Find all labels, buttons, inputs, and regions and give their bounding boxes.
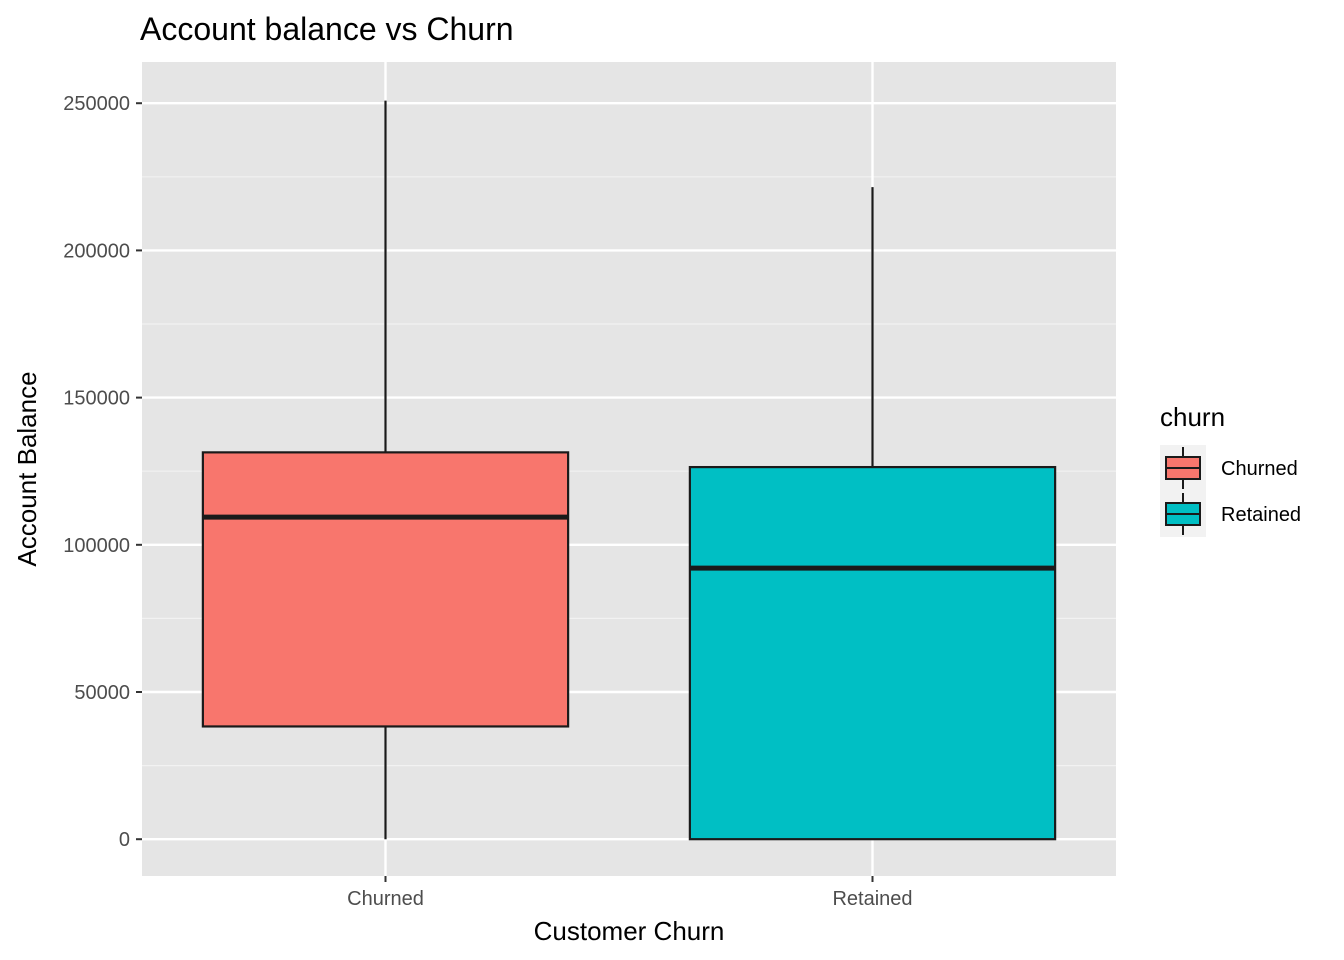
chart-title: Account balance vs Churn	[140, 11, 514, 47]
x-tick-label: Retained	[832, 888, 912, 910]
box-retained	[688, 187, 1057, 841]
y-tick-label: 150000	[63, 388, 130, 410]
box-series	[201, 100, 1057, 841]
legend-title: churn	[1160, 402, 1225, 432]
legend-label: Retained	[1221, 504, 1301, 526]
legend-item-churned: Churned	[1160, 445, 1298, 491]
y-axis: 0 50000 100000 150000 200000 250000	[63, 93, 142, 851]
legend: churn Churned Retained	[1160, 402, 1301, 537]
y-tick-label: 100000	[63, 535, 130, 557]
iqr-box	[688, 465, 1057, 841]
y-tick-label: 250000	[63, 93, 130, 115]
legend-label: Churned	[1221, 458, 1298, 480]
box-churned	[201, 100, 570, 840]
x-tick-label: Churned	[347, 888, 424, 910]
y-axis-title: Account Balance	[12, 371, 42, 566]
x-axis-title: Customer Churn	[534, 916, 725, 946]
iqr-box	[201, 451, 570, 728]
legend-item-retained: Retained	[1160, 491, 1301, 537]
y-tick-label: 50000	[74, 682, 130, 704]
y-tick-label: 0	[119, 829, 130, 851]
x-axis: Churned Retained	[347, 876, 913, 910]
y-tick-label: 200000	[63, 240, 130, 262]
